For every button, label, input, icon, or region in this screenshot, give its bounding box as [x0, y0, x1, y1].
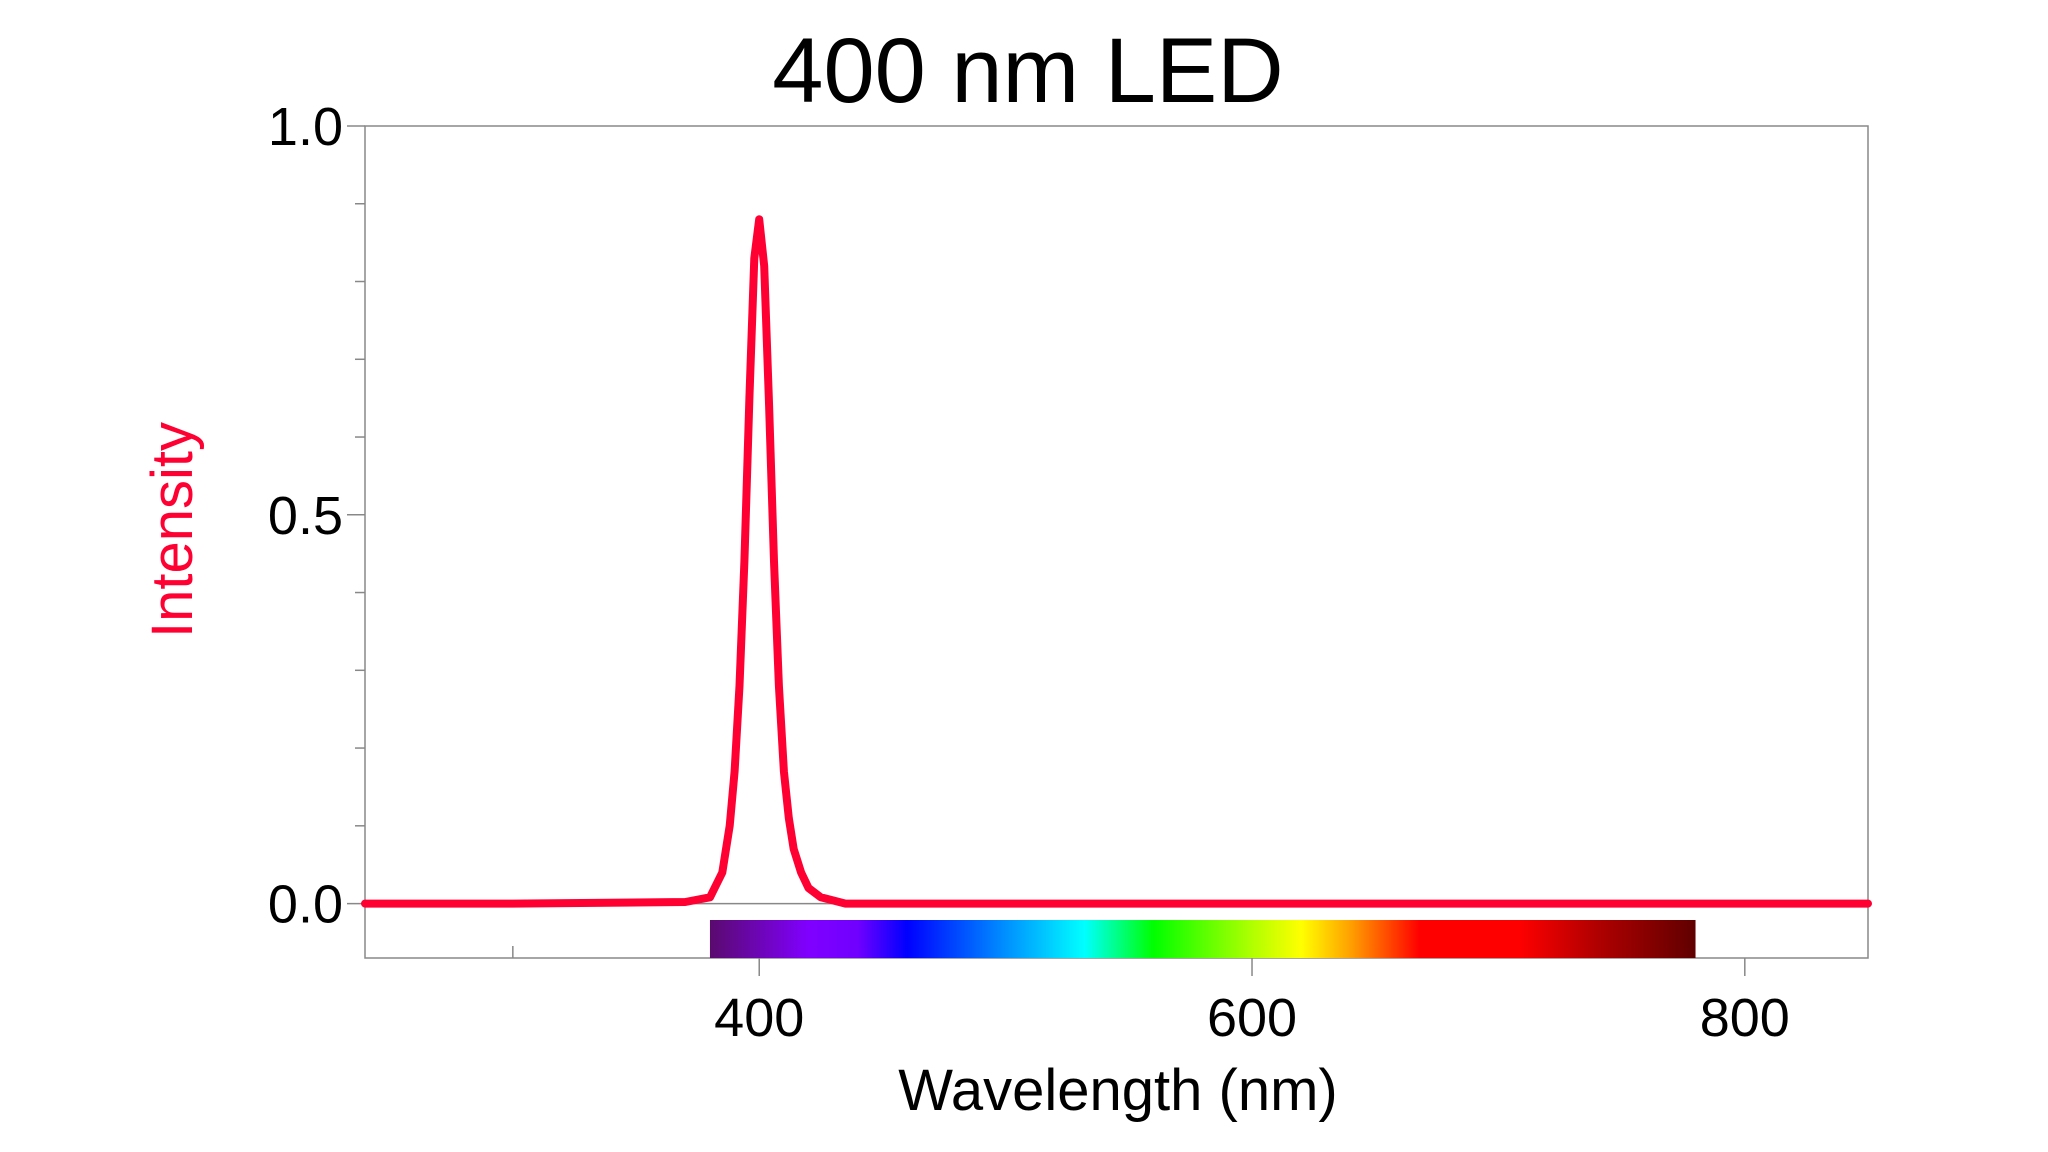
- spectrum-bar: [709, 920, 1696, 958]
- x-tick-label: 800: [1700, 988, 1790, 1048]
- plot-frame: [364, 125, 1869, 959]
- y-axis-label: Intensity: [140, 422, 205, 638]
- series-line: [361, 215, 1872, 908]
- x-tick-label: 600: [1207, 988, 1297, 1048]
- x-tick-label: 400: [714, 988, 804, 1048]
- x-axis-label: Wavelength (nm): [898, 1058, 1337, 1123]
- chart-title: 400 nm LED: [772, 20, 1283, 122]
- y-tick-label: 0.5: [268, 486, 343, 546]
- y-tick-label: 1.0: [268, 97, 343, 157]
- y-tick-label: 0.0: [268, 875, 343, 935]
